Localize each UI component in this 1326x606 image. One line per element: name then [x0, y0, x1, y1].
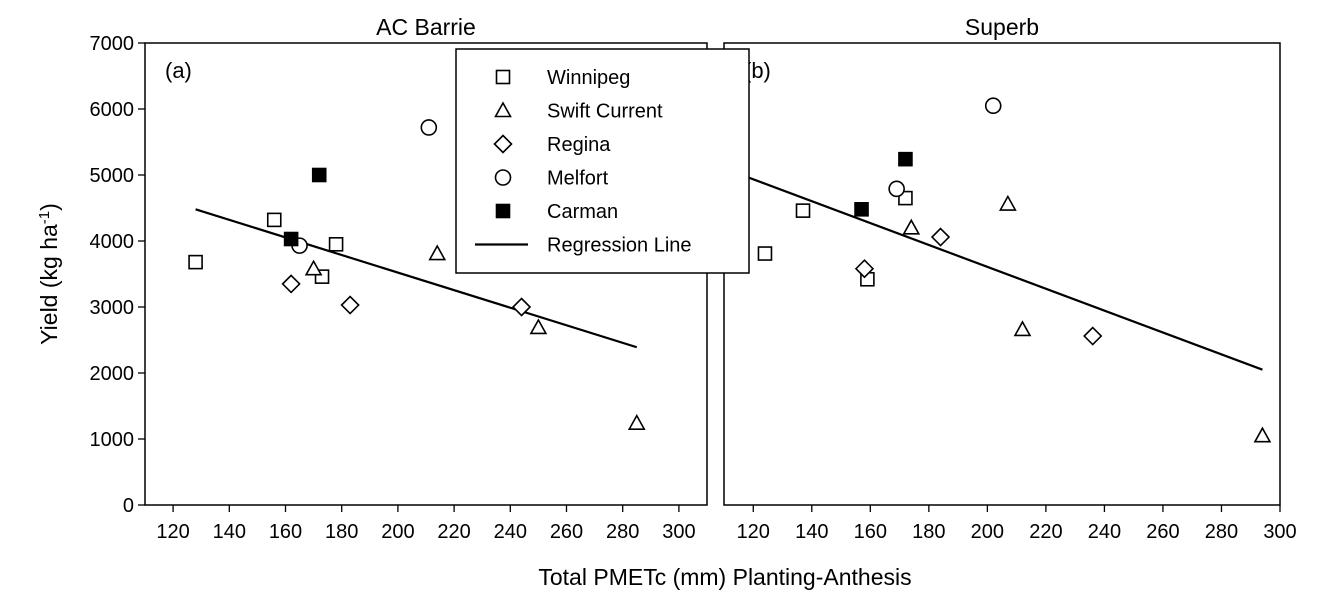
data-point-swift-current [428, 244, 447, 261]
x-tick-label: 260 [550, 521, 583, 543]
data-point-swift-current [902, 218, 921, 235]
panel-title: AC Barrie [376, 14, 476, 40]
data-point-regina [511, 297, 532, 317]
x-tick-label: 140 [795, 521, 828, 543]
data-point-carman [311, 167, 327, 183]
x-tick-label: 220 [437, 521, 470, 543]
data-point-swift-current [1013, 320, 1032, 337]
x-axis-title: Total PMETc (mm) Planting-Anthesis [538, 564, 911, 590]
data-point-regina [1083, 326, 1103, 346]
legend-symbol-regina [493, 134, 513, 154]
legend-symbol-winnipeg [495, 69, 511, 85]
panel-title: Superb [965, 14, 1039, 40]
plot-frame [723, 42, 1281, 506]
data-point-regina [930, 227, 951, 247]
data-point-melfort [984, 97, 1002, 114]
x-tick-label: 280 [1205, 521, 1238, 543]
x-tick-label: 300 [662, 521, 695, 543]
regression-line [723, 167, 1263, 371]
plot-frame [144, 42, 708, 506]
data-point-winnipeg [266, 212, 282, 228]
data-point-carman [854, 202, 869, 217]
legend-label-carman: Carman [547, 201, 618, 223]
data-point-melfort [888, 180, 905, 198]
legend-label-melfort: Melfort [547, 168, 609, 190]
legend-symbol-carman [495, 203, 511, 219]
y-axis-title-close: ) [36, 203, 62, 211]
x-tick-label: 200 [381, 521, 414, 543]
y-axis-title-sup: -1 [36, 211, 53, 224]
x-tick-label: 160 [269, 521, 302, 543]
x-tick-label: 280 [606, 521, 639, 543]
x-tick-label: 140 [213, 521, 246, 543]
y-tick-label: 5000 [90, 165, 135, 187]
y-tick-label: 1000 [90, 429, 135, 451]
panel-a: 120 140 160 180 200 220 240 260 280 3000100020003… [90, 14, 708, 543]
legend-label-regression-line: Regression Line [547, 235, 692, 257]
y-axis-title: Yield (kg ha-1) [36, 203, 63, 345]
legend-symbol-swift-current [494, 101, 512, 118]
legend-label-regina: Regina [547, 134, 611, 156]
data-point-swift-current [1253, 426, 1272, 443]
x-tick-label: 180 [325, 521, 358, 543]
x-tick-label: 200 [971, 521, 1004, 543]
y-tick-label: 3000 [90, 297, 135, 319]
legend-box [455, 48, 750, 274]
y-tick-label: 4000 [90, 231, 135, 253]
legend: Winnipeg Swift Current Regina Melfort Carman… [455, 48, 750, 274]
x-tick-label: 300 [1263, 521, 1296, 543]
data-point-carman [898, 151, 913, 167]
data-point-winnipeg [795, 203, 811, 218]
panel-tag: (a) [165, 58, 192, 83]
y-axis-title-main: Yield (kg ha [36, 224, 62, 345]
x-tick-label: 240 [494, 521, 527, 543]
data-point-swift-current [304, 259, 323, 276]
x-tick-label: 120 [737, 521, 770, 543]
data-point-swift-current [627, 414, 646, 430]
data-point-melfort [420, 119, 438, 136]
data-point-winnipeg [757, 246, 773, 261]
panels-layer: 120 140 160 180 200 220 240 260 280 3000100020003… [90, 14, 1297, 543]
y-tick-label: 7000 [90, 33, 135, 55]
x-tick-label: 160 [854, 521, 887, 543]
x-tick-label: 120 [156, 521, 189, 543]
data-point-winnipeg [188, 254, 203, 270]
legend-label-winnipeg: Winnipeg [547, 67, 630, 89]
data-point-swift-current [998, 194, 1017, 211]
x-tick-label: 240 [1088, 521, 1121, 543]
data-point-winnipeg [328, 237, 344, 252]
x-tick-label: 260 [1146, 521, 1179, 543]
data-point-swift-current [529, 318, 548, 335]
y-tick-label: 0 [123, 495, 134, 517]
data-point-regina [281, 274, 301, 294]
regression-line [195, 208, 638, 349]
y-tick-label: 2000 [90, 363, 135, 385]
legend-symbol-melfort [494, 169, 512, 186]
x-tick-label: 180 [912, 521, 945, 543]
y-tick-label: 6000 [90, 99, 135, 121]
data-point-carman [283, 231, 299, 247]
legend-label-swift-current: Swift Current [547, 101, 663, 123]
data-point-regina [854, 259, 875, 279]
data-point-regina [340, 295, 360, 315]
x-tick-label: 220 [1029, 521, 1062, 543]
